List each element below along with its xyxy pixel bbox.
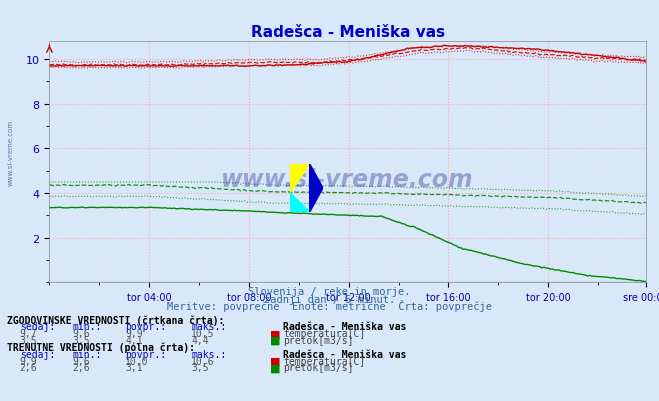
Text: www.si-vreme.com: www.si-vreme.com [221, 167, 474, 191]
Text: zadnji dan / 5 minut.: zadnji dan / 5 minut. [264, 294, 395, 304]
Polygon shape [310, 164, 323, 213]
Text: TRENUTNE VREDNOSTI (polna črta):: TRENUTNE VREDNOSTI (polna črta): [7, 342, 194, 352]
Text: 3,1: 3,1 [125, 363, 143, 373]
Text: sedaj:: sedaj: [20, 349, 55, 359]
Text: min.:: min.: [72, 349, 102, 359]
Text: pretok[m3/s]: pretok[m3/s] [283, 335, 354, 345]
Text: 9,6: 9,6 [72, 356, 90, 366]
Polygon shape [290, 164, 310, 193]
Text: 3,5: 3,5 [20, 335, 38, 345]
Text: 10,0: 10,0 [125, 356, 149, 366]
Text: pretok[m3/s]: pretok[m3/s] [283, 363, 354, 373]
Text: 10,6: 10,6 [191, 356, 215, 366]
Text: 9,9: 9,9 [125, 328, 143, 338]
Text: www.si-vreme.com: www.si-vreme.com [8, 119, 14, 185]
Text: sedaj:: sedaj: [20, 322, 55, 332]
Text: Slovenija / reke in morje.: Slovenija / reke in morje. [248, 287, 411, 297]
Text: 9,9: 9,9 [20, 356, 38, 366]
Text: maks.:: maks.: [191, 322, 226, 332]
Text: 2,6: 2,6 [72, 363, 90, 373]
Text: povpr.:: povpr.: [125, 322, 166, 332]
Text: ■: ■ [270, 363, 281, 373]
Text: 4,4: 4,4 [191, 335, 209, 345]
Text: Radešca - Meniška vas: Radešca - Meniška vas [283, 322, 407, 332]
Text: 2,6: 2,6 [20, 363, 38, 373]
Text: ■: ■ [270, 356, 281, 366]
Text: Radešca - Meniška vas: Radešca - Meniška vas [283, 349, 407, 359]
Text: 3,5: 3,5 [191, 363, 209, 373]
Text: ■: ■ [270, 335, 281, 345]
Text: Meritve: povprečne  Enote: metrične  Črta: povprečje: Meritve: povprečne Enote: metrične Črta:… [167, 299, 492, 311]
Text: maks.:: maks.: [191, 349, 226, 359]
Text: 9,7: 9,7 [20, 328, 38, 338]
Text: 10,5: 10,5 [191, 328, 215, 338]
Text: min.:: min.: [72, 322, 102, 332]
Text: temperatura[C]: temperatura[C] [283, 328, 366, 338]
Text: 4,1: 4,1 [125, 335, 143, 345]
Text: ZGODOVINSKE VREDNOSTI (črtkana črta):: ZGODOVINSKE VREDNOSTI (črtkana črta): [7, 314, 224, 325]
Title: Radešca - Meniška vas: Radešca - Meniška vas [250, 24, 445, 40]
Polygon shape [290, 193, 310, 213]
Text: povpr.:: povpr.: [125, 349, 166, 359]
Text: 3,5: 3,5 [72, 335, 90, 345]
Text: 9,6: 9,6 [72, 328, 90, 338]
Text: ■: ■ [270, 328, 281, 338]
Text: temperatura[C]: temperatura[C] [283, 356, 366, 366]
